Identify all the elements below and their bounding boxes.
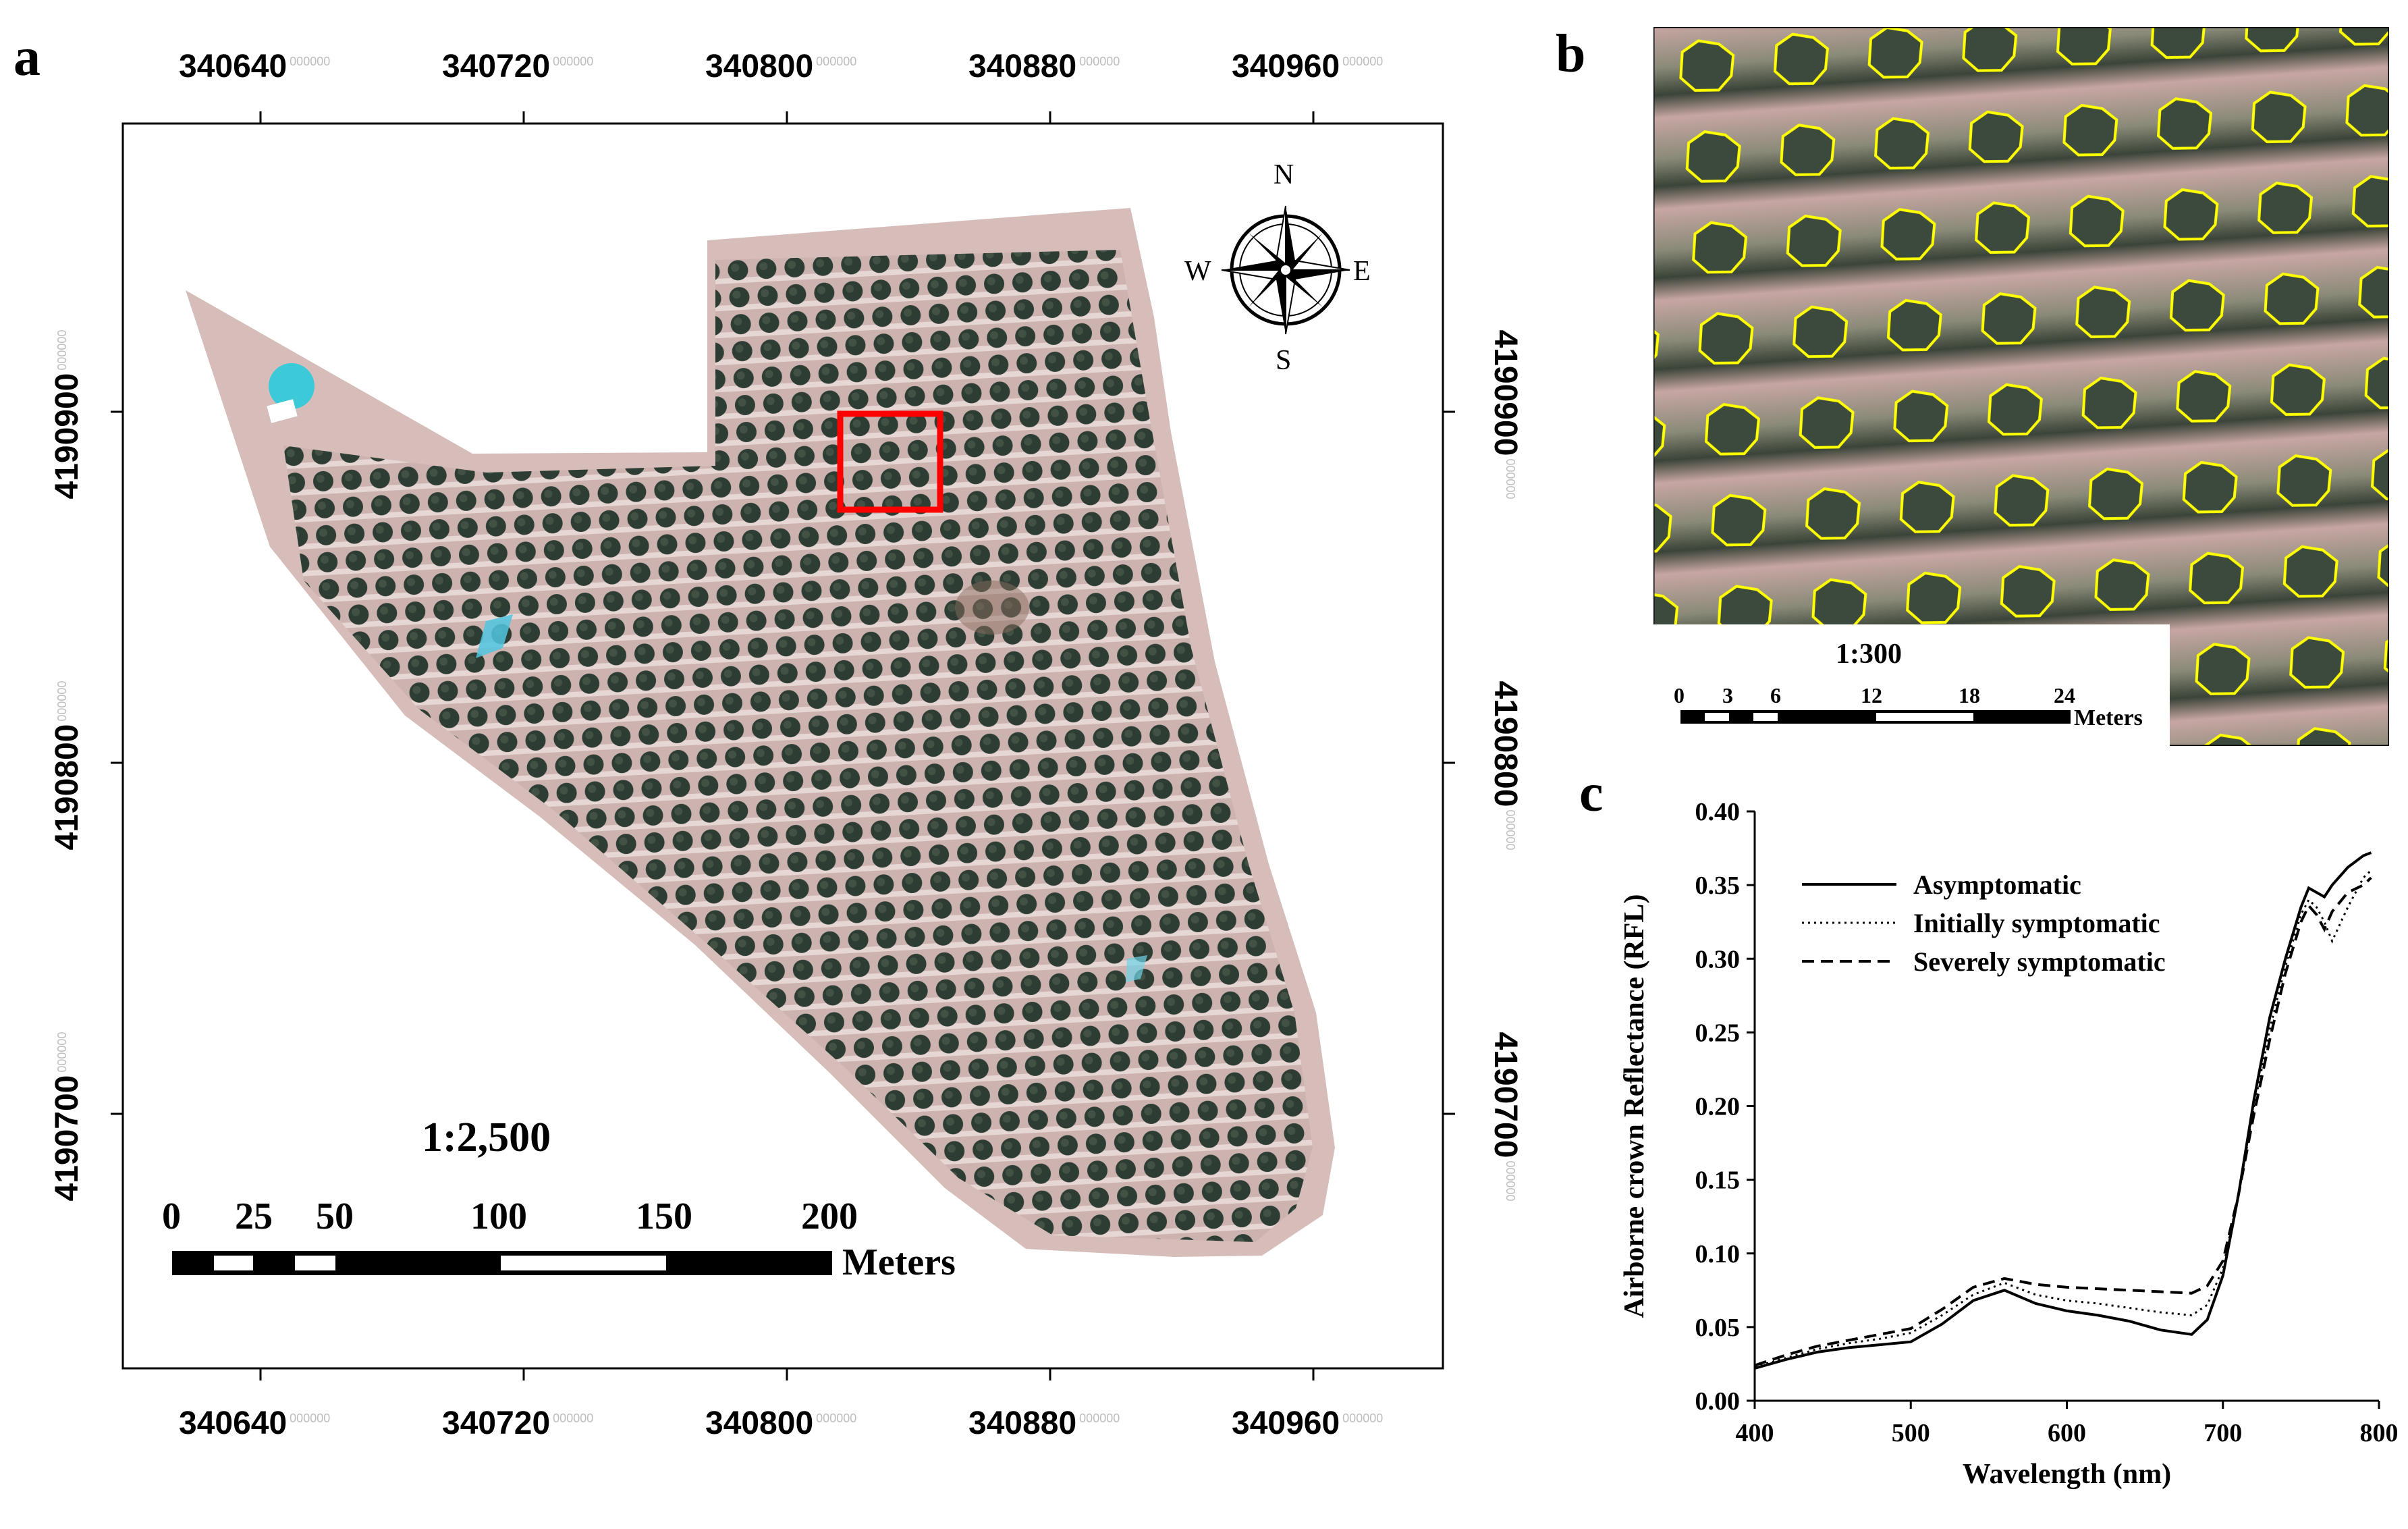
y-tick-label: 0.25 bbox=[1695, 1019, 1741, 1047]
panel-c-letter: c bbox=[1579, 763, 1604, 823]
y-tick-label: 0.40 bbox=[1695, 798, 1741, 826]
scalebar-b-unit: Meters bbox=[2074, 705, 2143, 730]
y-tick-label: 0.15 bbox=[1695, 1166, 1741, 1195]
x-tick-top-4: 340880 000000 bbox=[968, 49, 1120, 84]
x-tick-bottom-5: 340960 000000 bbox=[1232, 1405, 1384, 1441]
compass-s: S bbox=[1276, 345, 1292, 376]
y-tick-label: 0.20 bbox=[1695, 1093, 1741, 1121]
y-tick-label: 0.30 bbox=[1695, 945, 1741, 973]
scalebar-a-label-150: 150 bbox=[636, 1196, 692, 1237]
series-line-asymptomatic bbox=[1754, 851, 2372, 1370]
x-tick-top-3: 340800 000000 bbox=[705, 49, 857, 84]
scalebar-a-label-200: 200 bbox=[801, 1196, 858, 1237]
panel-b-letter: b bbox=[1556, 24, 1586, 84]
y-tick-right-1: 4190900000000 bbox=[1487, 329, 1523, 500]
x-tick-bottom-4: 340880 000000 bbox=[968, 1405, 1120, 1441]
scalebar-b-label-3: 3 bbox=[1722, 683, 1733, 707]
scalebar-b-label-6: 6 bbox=[1770, 683, 1781, 707]
map-scale-ratio: 1:2,500 bbox=[422, 1115, 551, 1160]
pond bbox=[269, 363, 314, 409]
x-axis-label: Wavelength (nm) bbox=[1963, 1459, 2171, 1490]
crown-scale-ratio: 1:300 bbox=[1836, 639, 1902, 670]
y-tick-right-3: 4190700000000 bbox=[1487, 1031, 1523, 1202]
orchard-map bbox=[111, 111, 1455, 1380]
scalebar-a-label-100: 100 bbox=[470, 1196, 527, 1237]
legend-label-2: Initially symptomatic bbox=[1913, 908, 2160, 938]
x-tick-bottom-3: 340800 000000 bbox=[705, 1405, 857, 1441]
scalebar-b-label-0: 0 bbox=[1674, 683, 1685, 707]
x-tick-top-5: 340960 000000 bbox=[1232, 49, 1384, 84]
tree-canopy-area bbox=[283, 250, 1313, 1242]
compass-rose bbox=[1221, 205, 1350, 335]
series-line-severely-symptomatic bbox=[1754, 876, 2372, 1367]
scalebar-a bbox=[172, 1251, 832, 1275]
compass-e: E bbox=[1353, 256, 1371, 287]
x-tick-top-1: 340640 000000 bbox=[179, 49, 331, 84]
compass-w: W bbox=[1184, 256, 1211, 287]
scalebar-a-unit: Meters bbox=[842, 1241, 956, 1283]
panel-a-letter: a bbox=[13, 28, 40, 87]
scalebar-a-label-50: 50 bbox=[316, 1196, 354, 1237]
y-tick-label: 0.05 bbox=[1695, 1314, 1741, 1342]
y-tick-label: 0.00 bbox=[1695, 1387, 1741, 1416]
scalebar-b bbox=[1680, 710, 2071, 724]
x-tick-label: 600 bbox=[2048, 1419, 2086, 1447]
x-tick-bottom-1: 340640 000000 bbox=[179, 1405, 331, 1441]
y-axis-label: Airborne crown Reflectance (RFL) bbox=[1619, 894, 1650, 1318]
scalebar-b-label-12: 12 bbox=[1861, 683, 1882, 707]
x-tick-label: 500 bbox=[1892, 1419, 1930, 1447]
x-tick-label: 800 bbox=[2360, 1419, 2399, 1447]
x-tick-label: 700 bbox=[2204, 1419, 2242, 1447]
legend-label-1: Asymptomatic bbox=[1913, 869, 2081, 900]
scalebar-b-label-24: 24 bbox=[2054, 683, 2075, 707]
y-tick-label: 0.10 bbox=[1695, 1240, 1741, 1268]
scale-box-b bbox=[1653, 624, 2170, 746]
highlight-box bbox=[837, 410, 943, 513]
y-tick-label: 0.35 bbox=[1695, 871, 1741, 900]
series-line-initially-symptomatic bbox=[1754, 869, 2372, 1368]
crown-detail-image bbox=[1653, 27, 2389, 746]
x-tick-top-2: 340720 000000 bbox=[442, 49, 594, 84]
scalebar-a-label-0: 0 bbox=[162, 1196, 181, 1237]
y-tick-right-2: 4190800000000 bbox=[1487, 680, 1523, 851]
legend-label-3: Severely symptomatic bbox=[1913, 946, 2166, 977]
reflectance-chart: 0.00 0.05 0.10 0.15 0.20 0.25 0.30 0.35 0.40 400 5… bbox=[1619, 798, 2399, 1490]
x-tick-label: 400 bbox=[1736, 1419, 1774, 1447]
scalebar-b-label-18: 18 bbox=[1959, 683, 1980, 707]
x-tick-bottom-2: 340720 000000 bbox=[442, 1405, 594, 1441]
scalebar-a-label-25: 25 bbox=[235, 1196, 273, 1237]
compass-n: N bbox=[1274, 159, 1294, 190]
